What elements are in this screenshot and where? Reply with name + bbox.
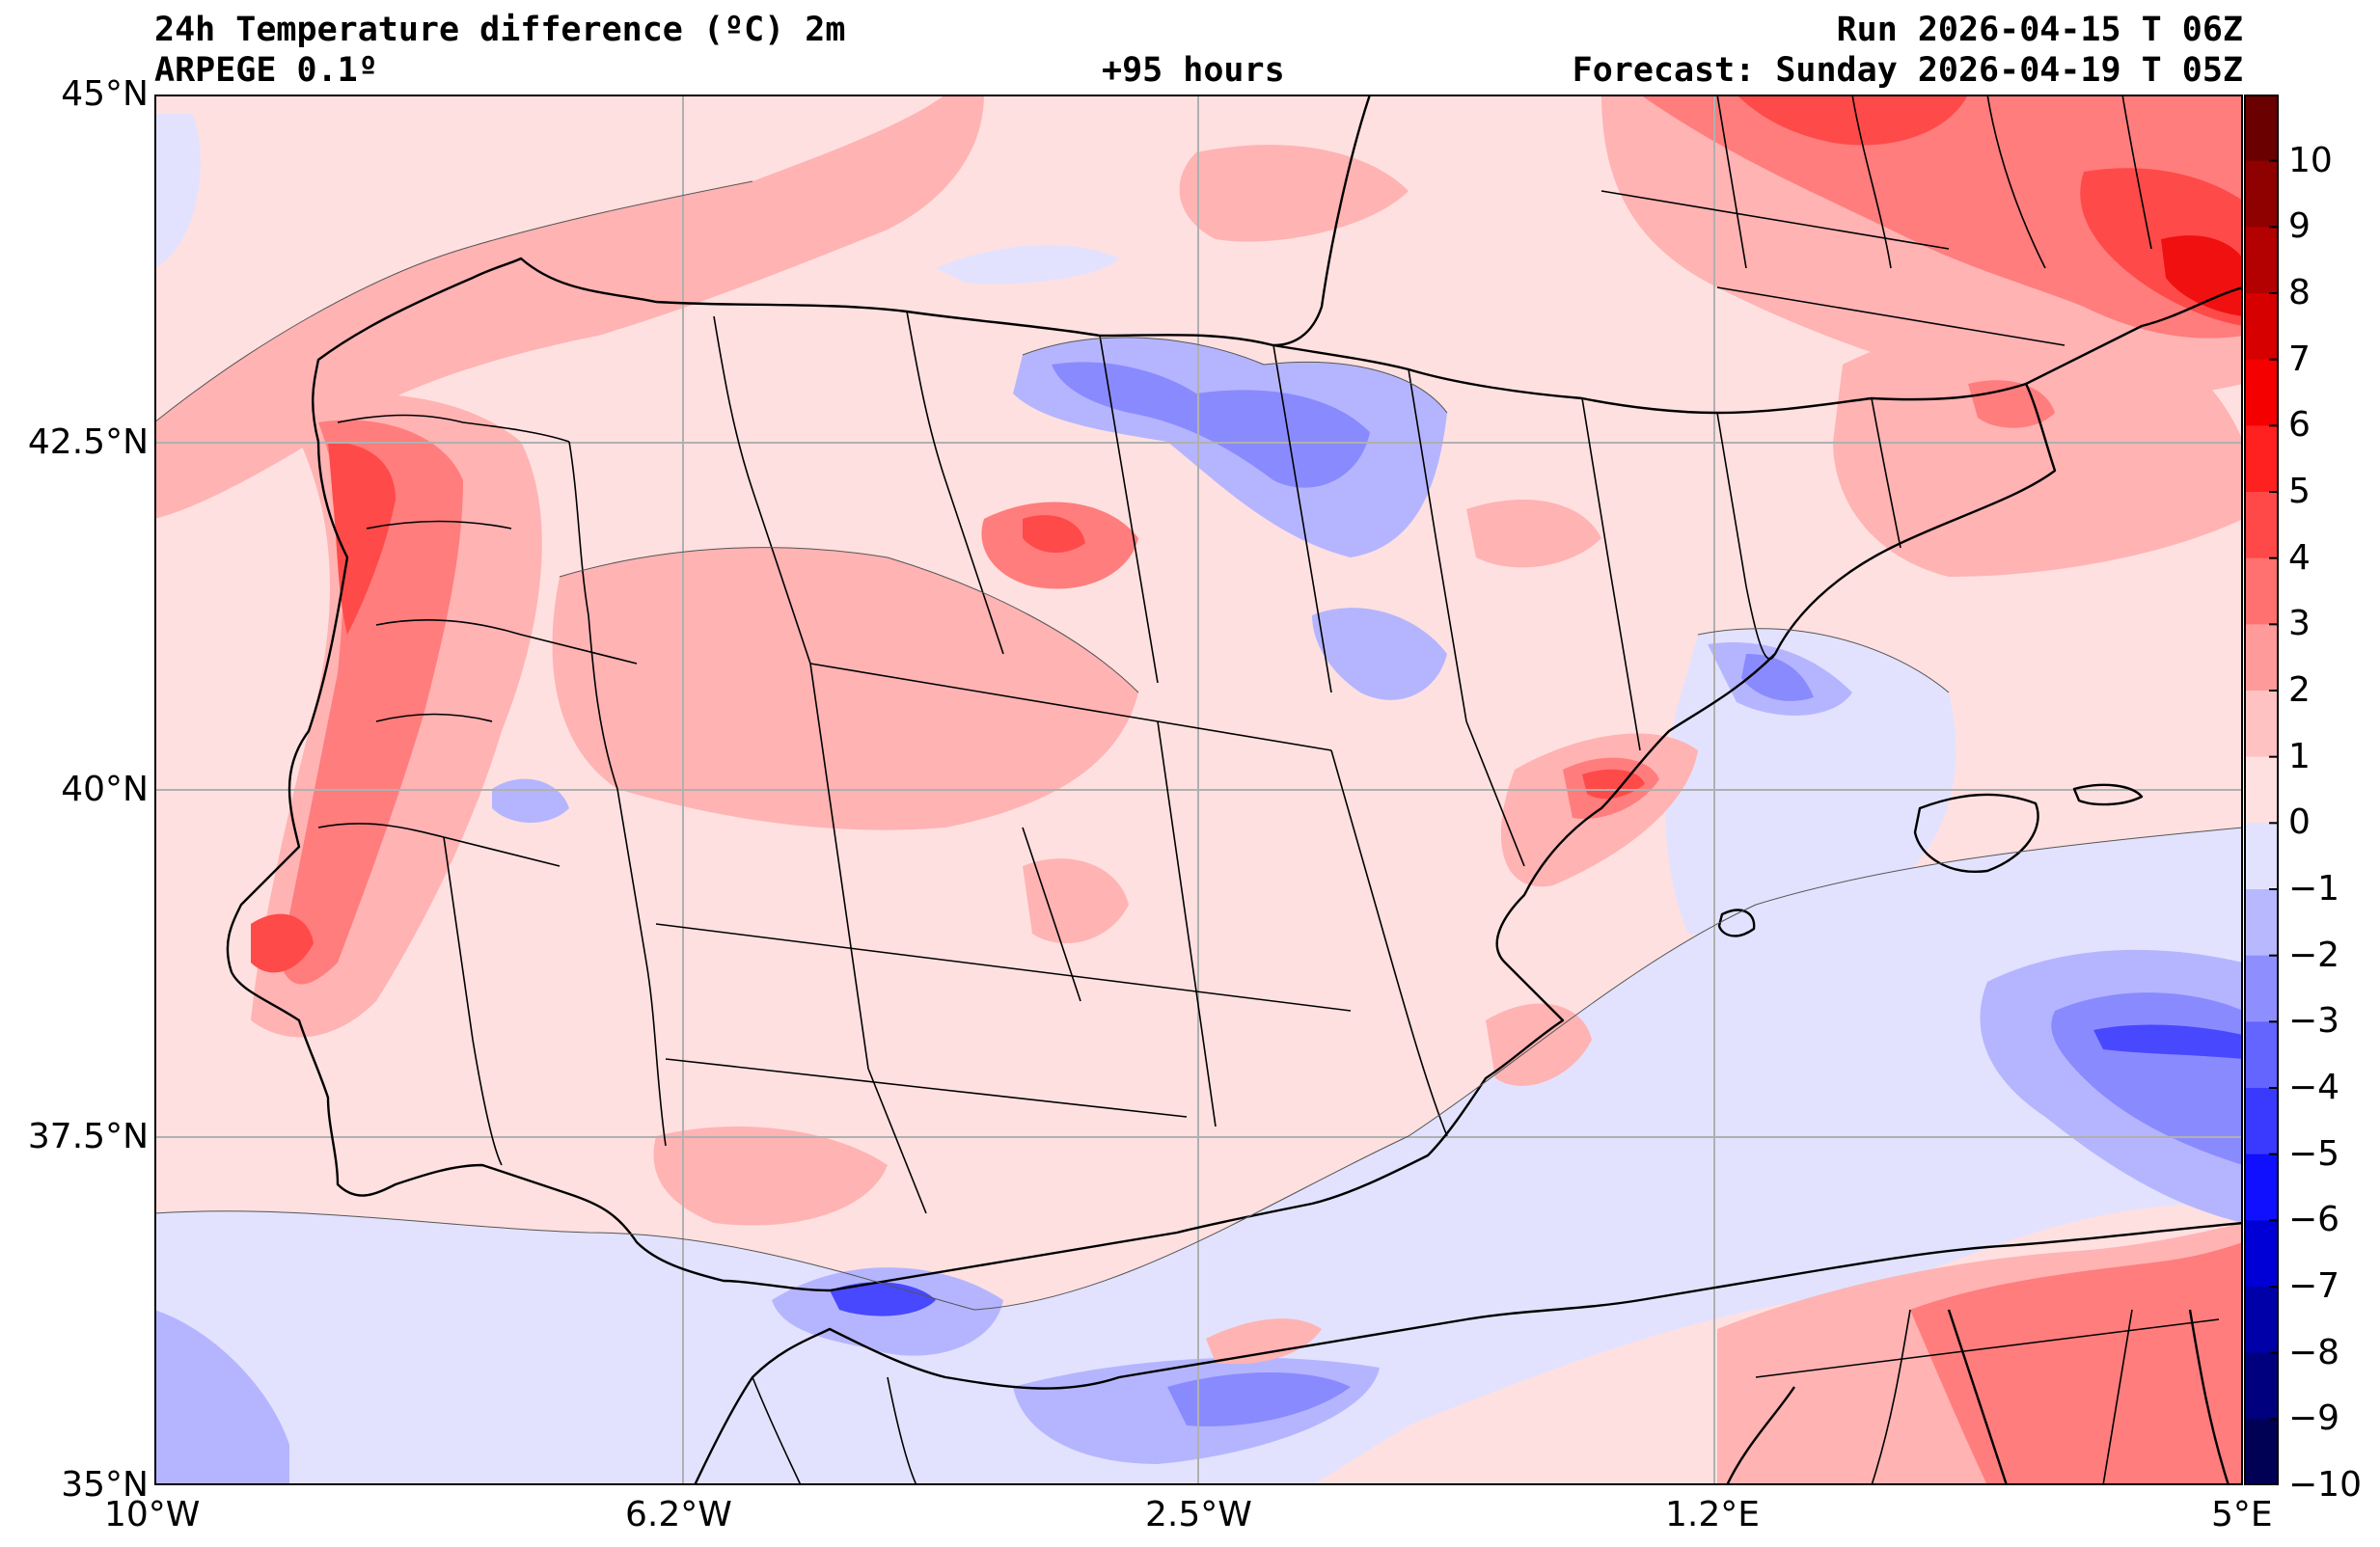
colorbar-level (2244, 1352, 2279, 1420)
model-label: ARPEGE 0.1º (154, 51, 378, 90)
colorbar-tick-label: −5 (2288, 1134, 2340, 1174)
map-title: 24h Temperature difference (ºC) 2m (154, 11, 846, 49)
colorbar-level (2244, 823, 2279, 890)
colorbar-tick-label: 3 (2288, 604, 2311, 643)
field-sea-cool-balearic (1665, 628, 1956, 936)
lon-label-5e: 5°E (2211, 1495, 2273, 1534)
colorbar-tick-label: 9 (2288, 206, 2311, 246)
colorbar-level (2244, 1220, 2279, 1288)
colorbar-tick-label: 1 (2288, 737, 2311, 776)
field-blue-aragon (1312, 608, 1447, 700)
colorbar-level (2244, 1088, 2279, 1155)
colorbar-tick-label: 4 (2288, 538, 2311, 578)
lon-label-10w: 10°W (104, 1495, 201, 1534)
colorbar-tick-label: 5 (2288, 472, 2311, 511)
temperature-difference-map (154, 95, 2243, 1485)
colorbar-level (2244, 1021, 2279, 1089)
field-darkblue-east-sea (2093, 1024, 2243, 1059)
field-midblue-navarra (1052, 362, 1370, 488)
colorbar-level (2244, 557, 2279, 625)
contour-lines (154, 180, 2243, 1311)
colorbar-level (2244, 227, 2279, 294)
field-strongred-france (1737, 95, 1968, 146)
colorbar-tick-label: 7 (2288, 339, 2311, 379)
colorbar-level (2244, 160, 2279, 228)
colorbar-level (2244, 1419, 2279, 1485)
colorbar-level (2244, 889, 2279, 957)
colorbar-tick-label: 8 (2288, 273, 2311, 312)
lat-label-40n: 40°N (61, 770, 149, 809)
field-midblue-ebro-delta (1741, 654, 1814, 701)
colorbar-tick-label: −4 (2288, 1068, 2340, 1107)
colorbar-level (2244, 95, 2279, 162)
colorbar-tick-label: −3 (2288, 1001, 2340, 1041)
colorbar-frame (2244, 95, 2279, 1485)
field-sea-cool-west (154, 114, 201, 268)
lat-label-37-5n: 37.5°N (27, 1117, 149, 1156)
lead-time-label: +95 hours (1102, 51, 1285, 90)
field-red-portugal (280, 420, 463, 985)
colorbar-tick-label: 2 (2288, 670, 2311, 710)
colorbar (2244, 95, 2279, 1485)
field-midblue-morocco (1167, 1372, 1351, 1426)
colorbar-level (2244, 425, 2279, 493)
forecast-label: Forecast: Sunday 2026-04-19 T 05Z (1572, 51, 2243, 90)
run-label: Run 2026-04-15 T 06Z (1836, 11, 2243, 49)
province-borders (317, 95, 2220, 1485)
field-pink-south-sea (1206, 1318, 1322, 1365)
colorbar-tick-label: 6 (2288, 405, 2311, 445)
field-strongred-lisbon (251, 913, 314, 973)
colorbar-tick-label: −7 (2288, 1266, 2340, 1306)
field-strongred-portugal (328, 442, 396, 635)
field-darkblue-gibraltar (830, 1282, 936, 1316)
field-pink-bay-biscay (1179, 145, 1409, 242)
colorbar-tick-label: −8 (2288, 1333, 2340, 1372)
map-frame (154, 95, 2243, 1485)
colorbar-level (2244, 624, 2279, 692)
field-sea-cool-south (154, 828, 2243, 1485)
lon-label-2-5w: 2.5°W (1145, 1495, 1252, 1534)
colorbar-level (2244, 359, 2279, 426)
field-red-algeria (1910, 1242, 2243, 1485)
lat-label-42-5n: 42.5°N (27, 422, 149, 462)
colorbar-tick-label: −10 (2288, 1465, 2362, 1505)
colorbar-tick-label: −6 (2288, 1200, 2340, 1239)
colorbar-tick-label: 0 (2288, 802, 2311, 842)
colorbar-tick-label: −2 (2288, 936, 2340, 975)
field-sea-cool-north (936, 245, 1119, 285)
colorbar-tick-label: −9 (2288, 1398, 2340, 1438)
field-pink-mancha (1023, 858, 1129, 943)
colorbar-tick-label: 10 (2288, 141, 2333, 180)
colorbar-level (2244, 691, 2279, 758)
colorbar-level (2244, 492, 2279, 559)
field-strongred-burgos (1023, 515, 1085, 554)
field-pink-ebro (1466, 500, 1601, 568)
lon-label-6-2w: 6.2°W (625, 1495, 732, 1534)
graticule (154, 95, 2243, 1485)
lon-label-1-2e: 1.2°E (1665, 1495, 1760, 1534)
field-pink-andalucia (653, 1126, 888, 1226)
coastlines (226, 95, 2243, 1485)
colorbar-level (2244, 955, 2279, 1022)
colorbar-level (2244, 756, 2279, 824)
colorbar-level (2244, 1287, 2279, 1354)
colorbar-tick-label: −1 (2288, 869, 2340, 909)
field-blue-west-atlantic (154, 1310, 289, 1485)
field-pink-murcia (1486, 1003, 1592, 1086)
lat-label-35n: 35°N (61, 1465, 149, 1505)
colorbar-level (2244, 1153, 2279, 1221)
field-deepred-alps (2161, 235, 2243, 316)
field-red-france (1640, 95, 2243, 339)
colorbar-level (2244, 293, 2279, 361)
lat-label-45n: 45°N (61, 74, 149, 114)
